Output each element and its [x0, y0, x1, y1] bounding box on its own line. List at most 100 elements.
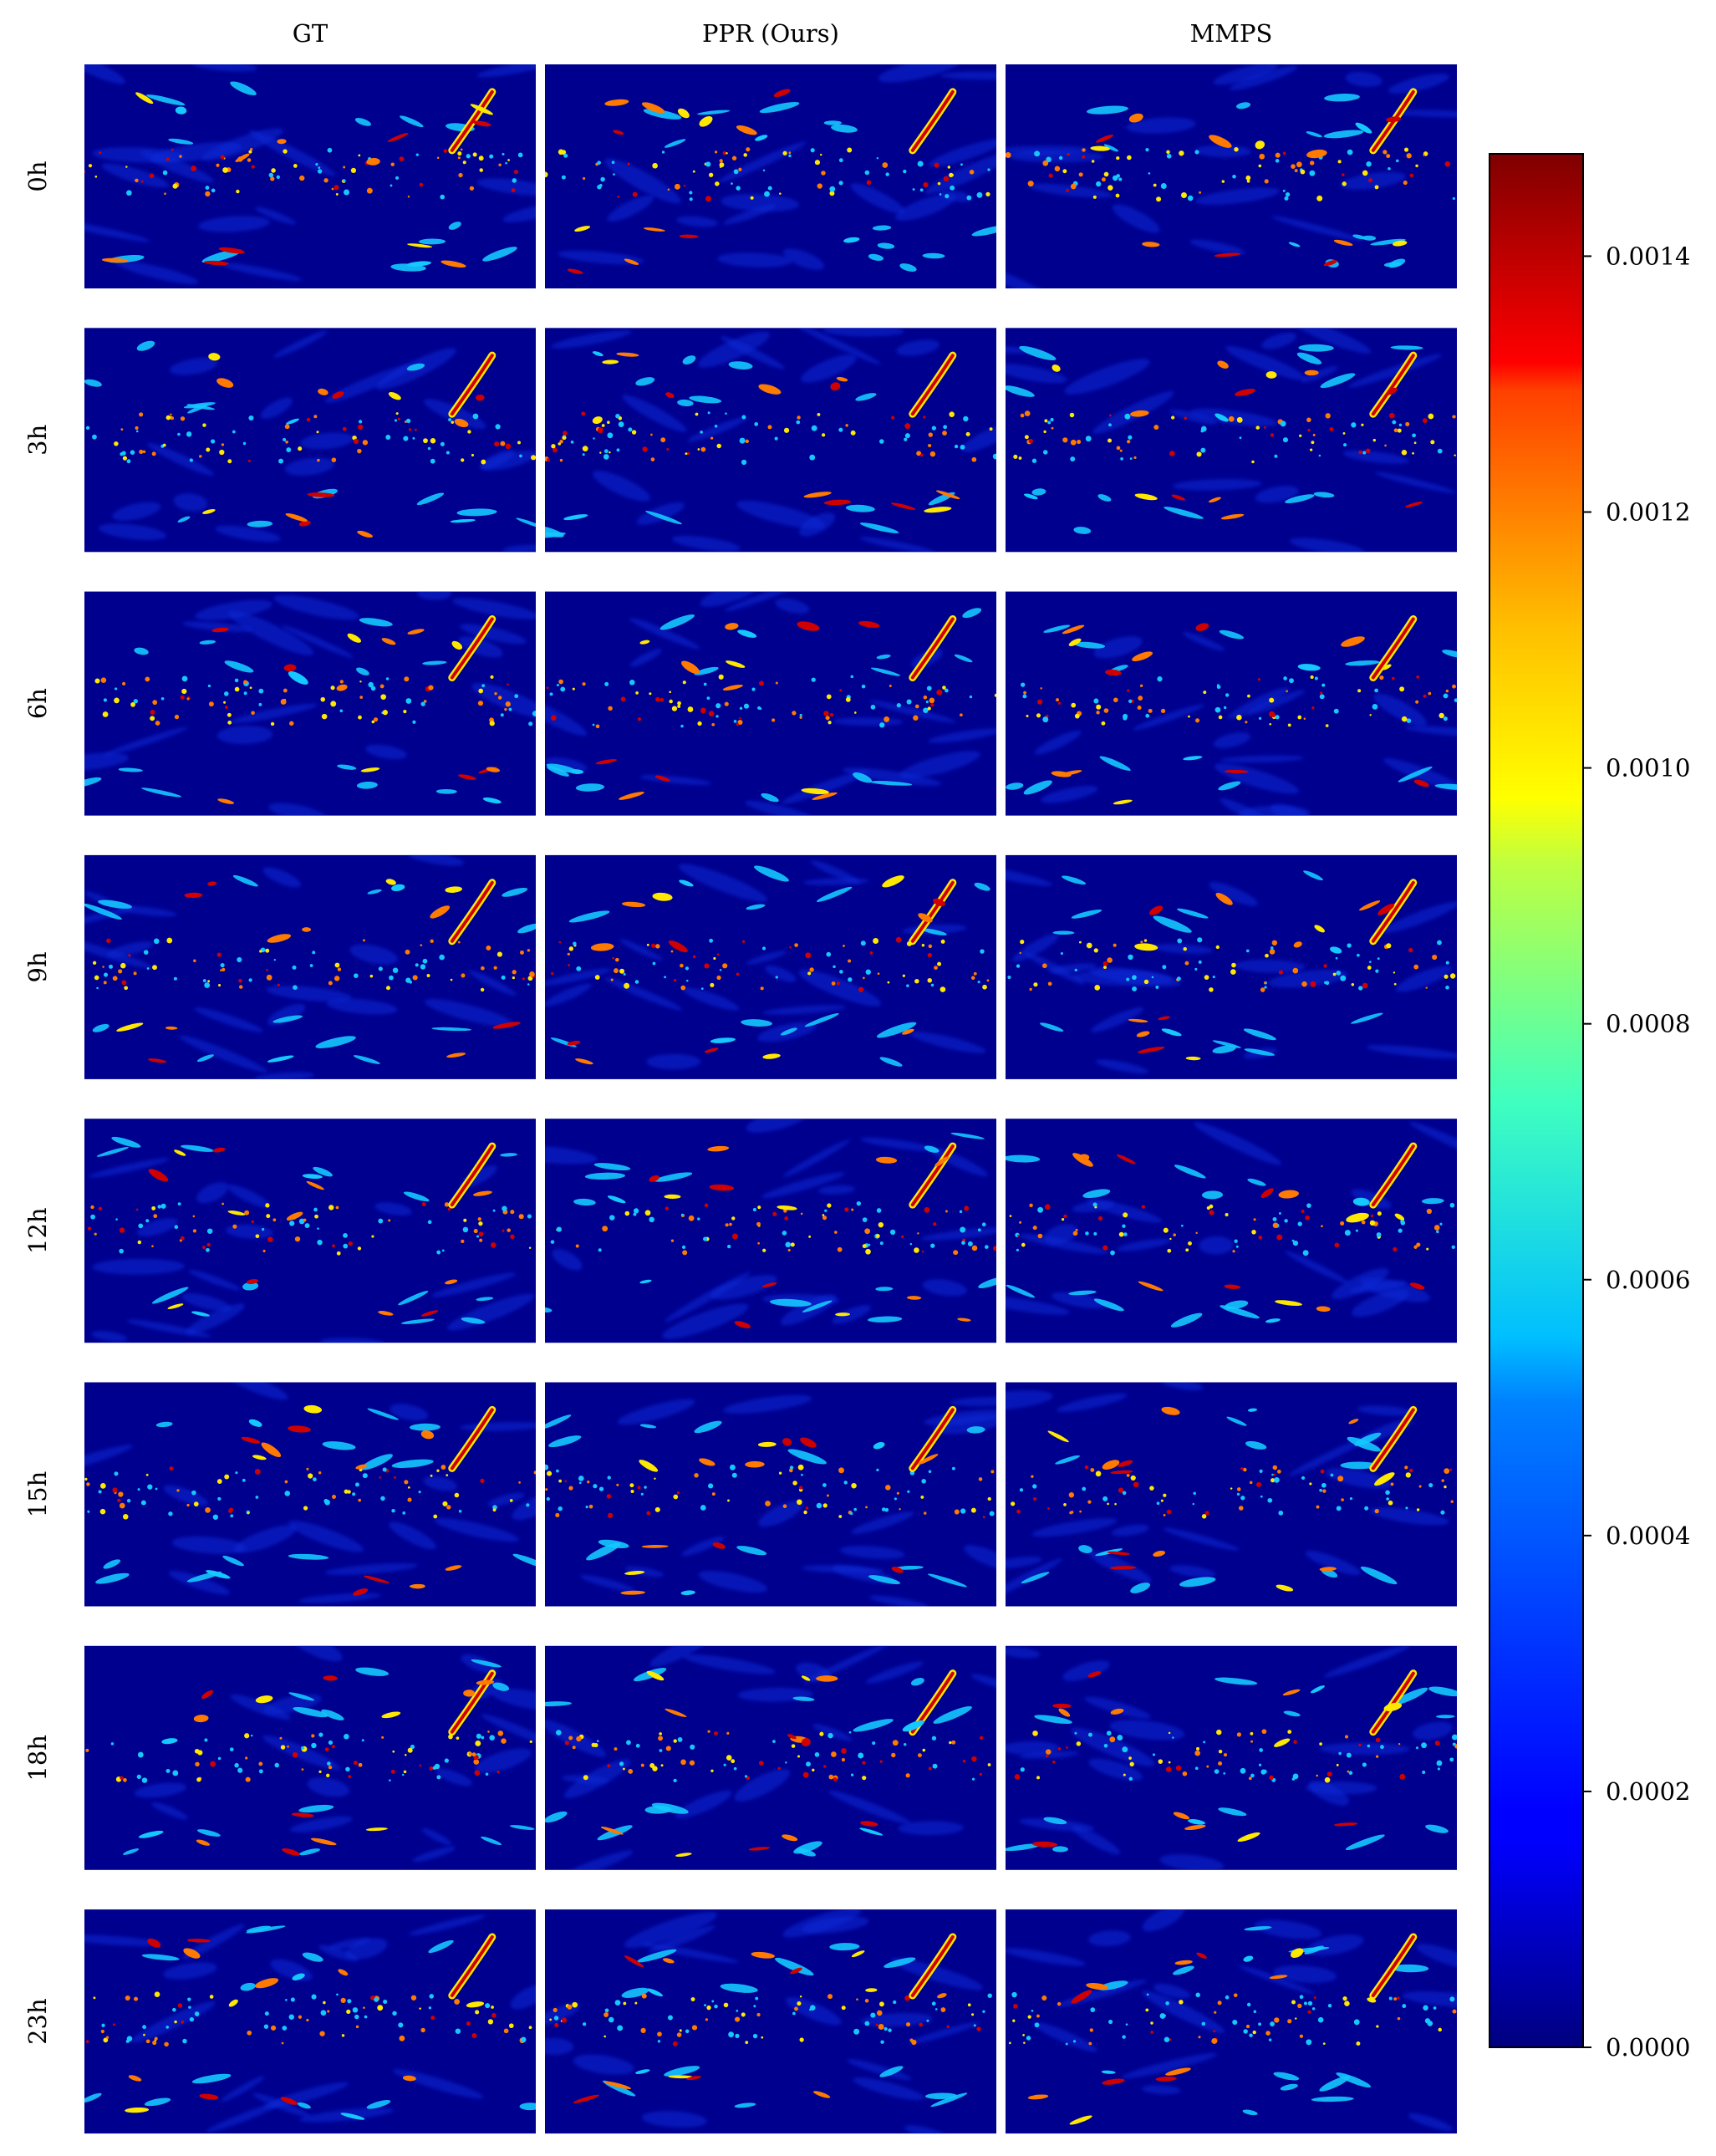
swirl	[92, 1258, 186, 1275]
swirl	[266, 986, 353, 1002]
speckle	[1258, 1763, 1262, 1766]
speckle	[251, 1220, 254, 1223]
speckle	[879, 2001, 884, 2007]
speckle	[347, 1999, 352, 2004]
swirl	[1289, 538, 1365, 553]
speckle	[1132, 986, 1138, 991]
swirl	[1416, 1944, 1457, 1970]
hot-blob	[454, 418, 469, 428]
filament	[1153, 915, 1192, 933]
speckle	[415, 153, 419, 156]
south-streak	[1069, 2115, 1092, 2125]
filament	[659, 614, 695, 630]
speckle	[136, 1774, 141, 1780]
swirl	[878, 64, 962, 83]
hot-blob	[745, 1460, 765, 1468]
swirl	[1345, 71, 1382, 88]
swirl	[512, 1493, 536, 1521]
speckle	[883, 2026, 888, 2031]
speckle	[331, 457, 337, 462]
speckle	[862, 1217, 868, 1222]
speckle	[263, 2024, 269, 2029]
filament	[545, 532, 566, 538]
speckle	[1449, 1996, 1455, 2002]
filament	[1073, 527, 1092, 534]
speckle	[318, 1732, 323, 1737]
speckle	[673, 1494, 679, 1500]
hot-blob	[875, 1156, 898, 1164]
speckle	[1255, 1481, 1261, 1487]
swirl	[1006, 1557, 1063, 1604]
speckle	[930, 1243, 935, 1248]
speckle	[1273, 1473, 1276, 1476]
speckle	[145, 676, 150, 682]
swirl	[564, 1759, 631, 1798]
speckle	[945, 194, 950, 199]
filament	[356, 781, 378, 789]
speckle	[225, 706, 228, 709]
speckle	[741, 459, 747, 466]
hot-blob	[1118, 1460, 1133, 1467]
speckle	[809, 967, 814, 972]
speckle	[1119, 449, 1123, 452]
filament	[877, 242, 895, 249]
speckle	[925, 701, 929, 704]
speckle	[103, 981, 107, 985]
speckle	[1271, 1473, 1274, 1476]
speckle	[904, 433, 910, 439]
filament	[694, 1420, 722, 1434]
speckle	[187, 1997, 191, 2001]
speckle	[856, 1998, 858, 2001]
speckle	[891, 415, 895, 420]
speckle	[180, 1236, 185, 1241]
south-streak	[704, 1047, 719, 1053]
swirl	[163, 1485, 209, 1506]
speckle	[1403, 147, 1409, 152]
filament	[297, 2102, 311, 2109]
south-streak	[843, 237, 860, 243]
speckle	[331, 1745, 335, 1749]
speckle	[1246, 2002, 1251, 2007]
hot-blob	[668, 940, 688, 953]
speckle	[334, 962, 340, 968]
hot-blob	[1374, 1472, 1395, 1486]
speckle	[410, 1995, 417, 2001]
hot-blob	[664, 1194, 681, 1199]
speckle	[1148, 172, 1151, 175]
swirl	[619, 939, 664, 961]
speckle	[197, 1750, 203, 1756]
swirl	[1161, 1382, 1204, 1391]
swirl	[1261, 332, 1297, 349]
swirl	[324, 1562, 419, 1575]
speckle	[1196, 451, 1202, 457]
speckle	[788, 151, 792, 155]
hot-blob	[212, 1147, 226, 1153]
speckle	[576, 1736, 582, 1742]
speckle	[1215, 945, 1220, 950]
speckle	[1434, 1741, 1440, 1746]
speckle	[202, 1246, 206, 1249]
filament	[222, 1555, 244, 1567]
speckle	[1082, 1486, 1087, 1491]
speckle	[1040, 687, 1042, 690]
filament	[1093, 1298, 1124, 1312]
speckle	[186, 697, 190, 701]
speckle	[1319, 1488, 1322, 1492]
speckle	[1034, 150, 1041, 157]
speckle	[1415, 700, 1419, 704]
swirl	[1254, 1919, 1322, 1939]
swirl	[545, 1720, 607, 1757]
filament	[1242, 2109, 1258, 2116]
hot-blob	[722, 684, 743, 691]
swirl	[206, 2101, 283, 2133]
filament	[770, 1298, 812, 1307]
speckle	[1398, 1228, 1403, 1233]
speckle	[266, 974, 272, 981]
speckle	[1141, 1205, 1145, 1209]
speckle	[509, 1499, 513, 1502]
swirl	[762, 1005, 847, 1015]
south-streak	[206, 1570, 231, 1579]
speckle	[623, 2001, 627, 2006]
hot-blob	[882, 875, 904, 888]
swirl	[487, 1492, 525, 1506]
